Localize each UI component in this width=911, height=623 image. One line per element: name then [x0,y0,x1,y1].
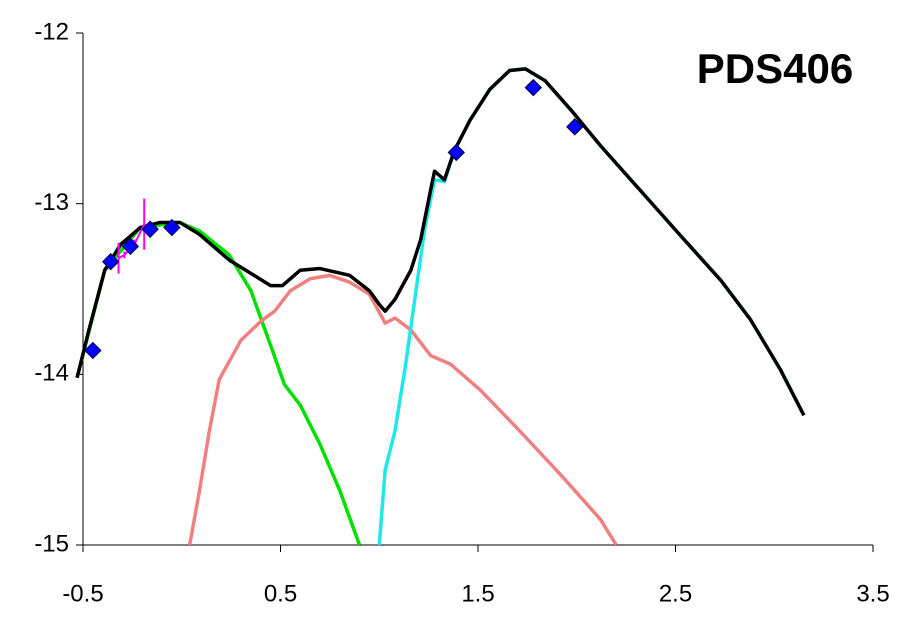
data-point [163,218,181,237]
data-point [84,341,102,360]
data-point [101,252,120,271]
x-tick-label: 0.5 [264,580,297,607]
x-tick-label: 2.5 [659,580,692,607]
data-point [566,118,584,136]
data-point [447,143,465,162]
data-point [121,237,140,256]
y-tick-label: -12 [34,18,69,45]
data-point [524,78,543,97]
series-line [75,67,806,417]
annotation: PDS406 [697,45,853,92]
x-tick-label: 3.5 [856,580,889,607]
y-tick-label: -13 [34,189,69,216]
x-tick-label: 1.5 [461,580,494,607]
y-tick-label: -15 [34,530,69,557]
data-point [141,220,159,238]
x-tick-label: -0.5 [62,580,103,607]
series-line [187,273,618,545]
y-tick-label: -14 [34,360,69,387]
